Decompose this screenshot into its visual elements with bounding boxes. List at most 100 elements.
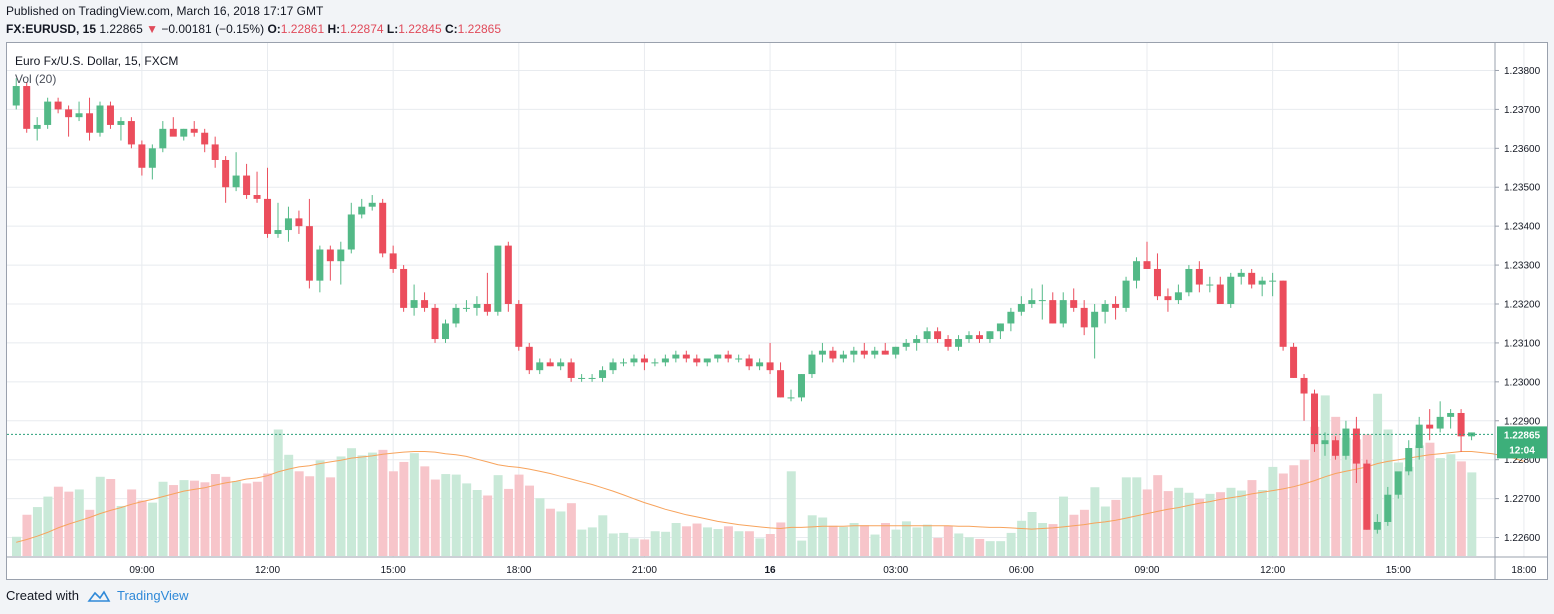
time-tick-label: 15:00 <box>381 565 406 576</box>
volume-bar <box>525 485 534 556</box>
volume-bar <box>294 471 304 556</box>
time-tick-label: 03:00 <box>883 565 908 576</box>
candle-body <box>588 377 596 379</box>
volume-bar <box>985 541 995 556</box>
volume-bar <box>954 533 964 556</box>
time-axis[interactable]: 09:00 12:00 15:00 18:00 21:00 16 03:00 06:00 09:… <box>129 565 1537 576</box>
volume-bar <box>891 529 901 556</box>
volume-bar <box>943 525 953 556</box>
candle-body <box>232 175 240 188</box>
volume-bar <box>1216 492 1226 556</box>
down-triangle-icon: ▼ <box>146 22 158 36</box>
volume-bar <box>964 537 974 556</box>
time-tick-label: 09:00 <box>129 565 154 576</box>
candle-body <box>902 342 910 347</box>
volume-bar <box>179 480 189 556</box>
time-tick-label: 06:00 <box>1009 565 1034 576</box>
candle-body <box>839 354 847 359</box>
candle-body <box>567 362 575 378</box>
candle-body <box>1101 304 1109 312</box>
volume-bar <box>305 476 315 556</box>
candle-body <box>169 128 177 137</box>
candle-body <box>1133 261 1141 281</box>
price-tick-label: 1.23200 <box>1504 300 1541 311</box>
volume-bar <box>640 539 650 556</box>
volume-bar <box>1090 487 1100 556</box>
candle-body <box>462 307 470 309</box>
time-tick-label: 12:00 <box>1260 565 1285 576</box>
candle-body <box>756 362 764 367</box>
candle-body <box>1447 412 1455 417</box>
volume-legend[interactable]: Vol (20) <box>15 72 56 86</box>
volume-bar <box>734 531 744 556</box>
candle-body <box>337 249 345 262</box>
candle-body <box>358 206 366 215</box>
chart-frame[interactable]: 1.23800 1.23700 1.23600 1.23500 1.23400 1.233… <box>6 42 1548 580</box>
candle-body <box>515 304 523 347</box>
candle-body <box>1237 272 1245 277</box>
volume-bar <box>996 541 1006 556</box>
candle-body <box>1216 284 1224 304</box>
candle-body <box>1279 280 1287 347</box>
candle-body <box>368 202 376 207</box>
volume-bar <box>252 481 262 556</box>
volume-bar <box>870 534 880 556</box>
volume-bar <box>912 527 922 556</box>
candle-body <box>871 350 879 355</box>
volume-bar <box>577 529 587 556</box>
candle-body <box>1457 412 1465 437</box>
volume-bar <box>671 523 681 556</box>
chart-legend-title[interactable]: Euro Fx/U.S. Dollar, 15, FXCM <box>15 54 178 68</box>
volume-bar <box>1226 487 1236 556</box>
published-caption: Published on TradingView.com, March 16, … <box>6 4 324 18</box>
candle-body <box>1384 494 1392 522</box>
volume-bar <box>116 505 126 556</box>
candle-body <box>180 128 188 137</box>
candle-body <box>410 300 418 308</box>
volume-bar <box>1456 461 1466 556</box>
volume-bar <box>1017 520 1027 556</box>
candle-body <box>75 113 83 118</box>
price-tick-label: 1.23000 <box>1504 377 1541 388</box>
volume-bar <box>169 485 179 556</box>
volume-bar <box>1373 393 1383 556</box>
price-chart[interactable]: 1.23800 1.23700 1.23600 1.23500 1.23400 1.233… <box>7 43 1547 579</box>
volume-bar <box>881 523 890 556</box>
volume-bar <box>1257 490 1267 556</box>
volume-bar <box>441 474 451 556</box>
volume-bar <box>619 532 629 556</box>
time-tick-label: 15:00 <box>1386 565 1411 576</box>
price-change: −0.00181 (−0.15%) <box>161 22 265 36</box>
candle-body <box>138 144 146 168</box>
candle-body <box>389 253 397 269</box>
volume-bar <box>682 526 692 556</box>
candle-body <box>264 198 272 234</box>
candle-body <box>400 268 408 308</box>
candle-body <box>201 132 209 145</box>
candle-body <box>1352 428 1360 464</box>
volume-bar <box>1153 475 1163 556</box>
candle-body <box>1122 280 1130 308</box>
volume-bar <box>284 454 294 556</box>
candle-body <box>1185 268 1193 293</box>
tradingview-brand-link[interactable]: TradingView <box>116 588 189 603</box>
candle-body <box>850 350 858 355</box>
candle-body <box>536 362 544 371</box>
candle-body <box>1331 440 1339 456</box>
candle-body <box>860 350 868 355</box>
candle-body <box>1017 304 1025 312</box>
candle-body <box>1426 424 1434 429</box>
candle-body <box>326 249 334 262</box>
candle-body <box>829 350 837 359</box>
created-with-label: Created with <box>6 588 79 603</box>
candle-body <box>965 335 973 340</box>
symbol-label[interactable]: FX:EURUSD, 15 <box>6 22 97 36</box>
candle-body <box>923 331 931 340</box>
candle-body <box>735 358 743 360</box>
tradingview-cloud-icon <box>87 589 111 602</box>
price-axis[interactable]: 1.23800 1.23700 1.23600 1.23500 1.23400 1.233… <box>1495 66 1541 544</box>
volume-bar <box>629 538 639 556</box>
candle-body <box>787 397 795 399</box>
candle-body <box>1394 471 1402 495</box>
volume-bar <box>1299 459 1309 556</box>
